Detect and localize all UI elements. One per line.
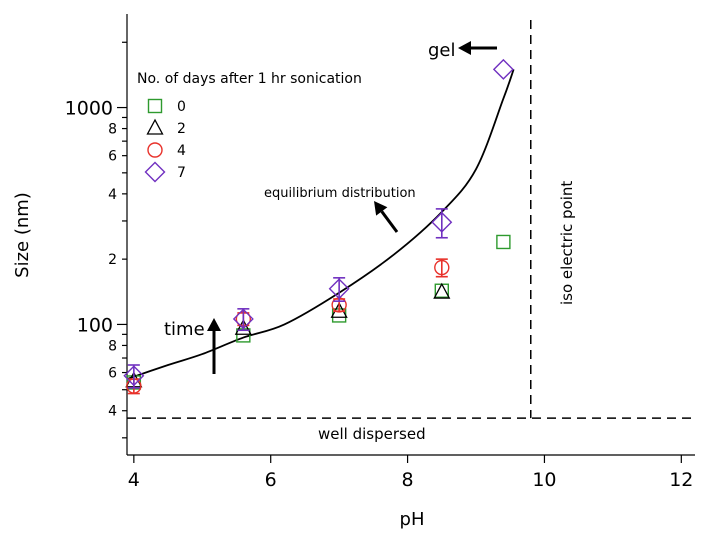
legend-title: No. of days after 1 hr sonication <box>137 71 362 87</box>
reference-lines <box>127 20 695 419</box>
annotation-iso-electric-point: iso electric point <box>558 181 576 305</box>
legend-marker-0 <box>147 98 163 114</box>
data-points-layer <box>123 58 514 395</box>
y-minor-label-200: 2 <box>108 252 117 268</box>
time-arrow <box>207 318 221 374</box>
point-4-3 <box>434 259 450 276</box>
equilibrium-arrow-head <box>374 201 388 216</box>
fit-curve-layer <box>126 69 515 380</box>
legend: No. of days after 1 hr sonication 0 2 4 7 <box>137 71 362 183</box>
legend-label-0: 0 <box>177 99 186 115</box>
legend-marker-7 <box>144 161 166 183</box>
x-tick-label-4: 4 <box>128 469 140 491</box>
equilibrium-fit-curve <box>126 69 515 380</box>
y-minor-label-60: 6 <box>108 366 117 382</box>
legend-label-2: 2 <box>177 121 186 137</box>
equilibrium-arrow-shaft <box>380 210 399 233</box>
annotation-time: time <box>164 319 205 340</box>
time-arrow-head <box>207 318 221 331</box>
equilibrium-arrow <box>374 201 399 233</box>
y-minor-label-600: 6 <box>108 149 117 165</box>
y-tick-label-1000: 1000 <box>65 98 113 120</box>
legend-marker-2 <box>146 118 164 135</box>
axis-titles: pH Size (nm) <box>12 192 424 530</box>
legend-label-4: 4 <box>177 143 186 159</box>
x-axis-title: pH <box>400 509 425 530</box>
point-0-4 <box>496 234 511 250</box>
x-tick-label-10: 10 <box>532 469 556 491</box>
x-tick-label-6: 6 <box>265 469 277 491</box>
annotation-gel: gel <box>428 40 456 61</box>
series-7 <box>123 58 514 389</box>
y-axis-title: Size (nm) <box>12 192 33 278</box>
point-7-4 <box>492 58 514 80</box>
legend-marker-4 <box>147 142 163 158</box>
y-minor-label-800: 8 <box>108 122 117 138</box>
y-minor-label-80: 8 <box>108 338 117 354</box>
legend-label-7: 7 <box>177 165 186 181</box>
gel-arrow <box>458 41 497 55</box>
point-2-3 <box>433 282 451 299</box>
point-2-1 <box>234 318 252 335</box>
annotations: gel time equilibrium distribution iso el… <box>164 40 576 443</box>
series-0 <box>126 234 511 390</box>
x-tick-label-8: 8 <box>402 469 414 491</box>
y-minor-label-400: 4 <box>108 187 117 203</box>
gel-arrow-head <box>458 41 471 55</box>
x-tick-label-12: 12 <box>669 469 693 491</box>
point-7-1 <box>232 308 254 330</box>
point-7-2 <box>328 278 350 300</box>
point-7-0 <box>123 365 145 387</box>
y-tick-label-100: 100 <box>77 314 113 336</box>
annotation-equilibrium: equilibrium distribution <box>264 186 416 201</box>
point-7-3 <box>431 211 453 233</box>
y-minor-label-40: 4 <box>108 404 117 420</box>
point-0-3 <box>434 283 449 298</box>
axes: 4 6 8 10 12 100 1000 4 6 8 2 4 6 8 <box>65 14 695 491</box>
annotation-well-dispersed: well dispersed <box>318 425 426 443</box>
